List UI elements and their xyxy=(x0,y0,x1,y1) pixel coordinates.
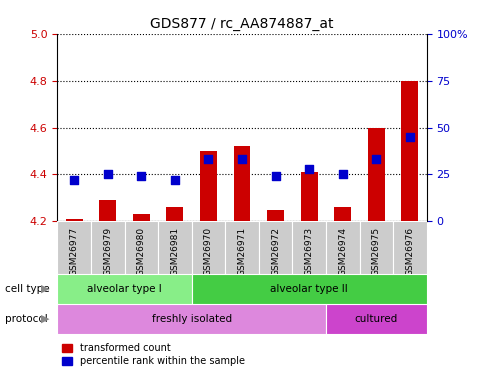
Bar xyxy=(167,207,183,221)
Bar xyxy=(57,274,192,304)
Bar xyxy=(192,221,225,274)
Text: cell type: cell type xyxy=(5,284,49,294)
Bar xyxy=(359,221,393,274)
Bar xyxy=(66,219,82,221)
Text: GSM26975: GSM26975 xyxy=(372,226,381,276)
Text: alveolar type II: alveolar type II xyxy=(270,284,348,294)
Bar xyxy=(368,128,385,221)
Bar xyxy=(259,221,292,274)
Text: GSM26971: GSM26971 xyxy=(238,226,247,276)
Text: GSM26977: GSM26977 xyxy=(70,226,79,276)
Text: ▶: ▶ xyxy=(40,314,49,324)
Point xyxy=(305,166,313,172)
Bar xyxy=(192,274,427,304)
Text: GSM26979: GSM26979 xyxy=(103,226,112,276)
Point xyxy=(406,134,414,140)
Bar xyxy=(158,221,192,274)
Point xyxy=(238,156,246,162)
Text: protocol: protocol xyxy=(5,314,48,324)
Point xyxy=(372,156,380,162)
Bar xyxy=(225,221,259,274)
Text: GSM26981: GSM26981 xyxy=(170,226,179,276)
Bar xyxy=(393,221,427,274)
Bar xyxy=(292,221,326,274)
Point xyxy=(137,173,145,179)
Text: GSM26980: GSM26980 xyxy=(137,226,146,276)
Bar xyxy=(326,304,427,334)
Bar xyxy=(234,146,250,221)
Text: GSM26974: GSM26974 xyxy=(338,226,347,276)
Bar xyxy=(267,210,284,221)
Bar xyxy=(200,151,217,221)
Text: ▶: ▶ xyxy=(40,284,49,294)
Text: GSM26970: GSM26970 xyxy=(204,226,213,276)
Bar xyxy=(125,221,158,274)
Point xyxy=(104,171,112,177)
Bar xyxy=(402,81,418,221)
Bar xyxy=(91,221,125,274)
Text: GSM26972: GSM26972 xyxy=(271,226,280,276)
Point xyxy=(171,177,179,183)
Bar xyxy=(301,172,317,221)
Bar xyxy=(57,304,326,334)
Title: GDS877 / rc_AA874887_at: GDS877 / rc_AA874887_at xyxy=(150,17,334,32)
Point xyxy=(205,156,213,162)
Point xyxy=(339,171,347,177)
Legend: transformed count, percentile rank within the sample: transformed count, percentile rank withi… xyxy=(62,344,245,366)
Bar xyxy=(57,221,91,274)
Bar xyxy=(326,221,359,274)
Bar xyxy=(133,214,150,221)
Text: GSM26976: GSM26976 xyxy=(405,226,414,276)
Text: GSM26973: GSM26973 xyxy=(305,226,314,276)
Text: freshly isolated: freshly isolated xyxy=(152,314,232,324)
Point xyxy=(70,177,78,183)
Text: alveolar type I: alveolar type I xyxy=(87,284,162,294)
Point xyxy=(271,173,279,179)
Bar xyxy=(334,207,351,221)
Text: cultured: cultured xyxy=(355,314,398,324)
Bar xyxy=(99,200,116,221)
